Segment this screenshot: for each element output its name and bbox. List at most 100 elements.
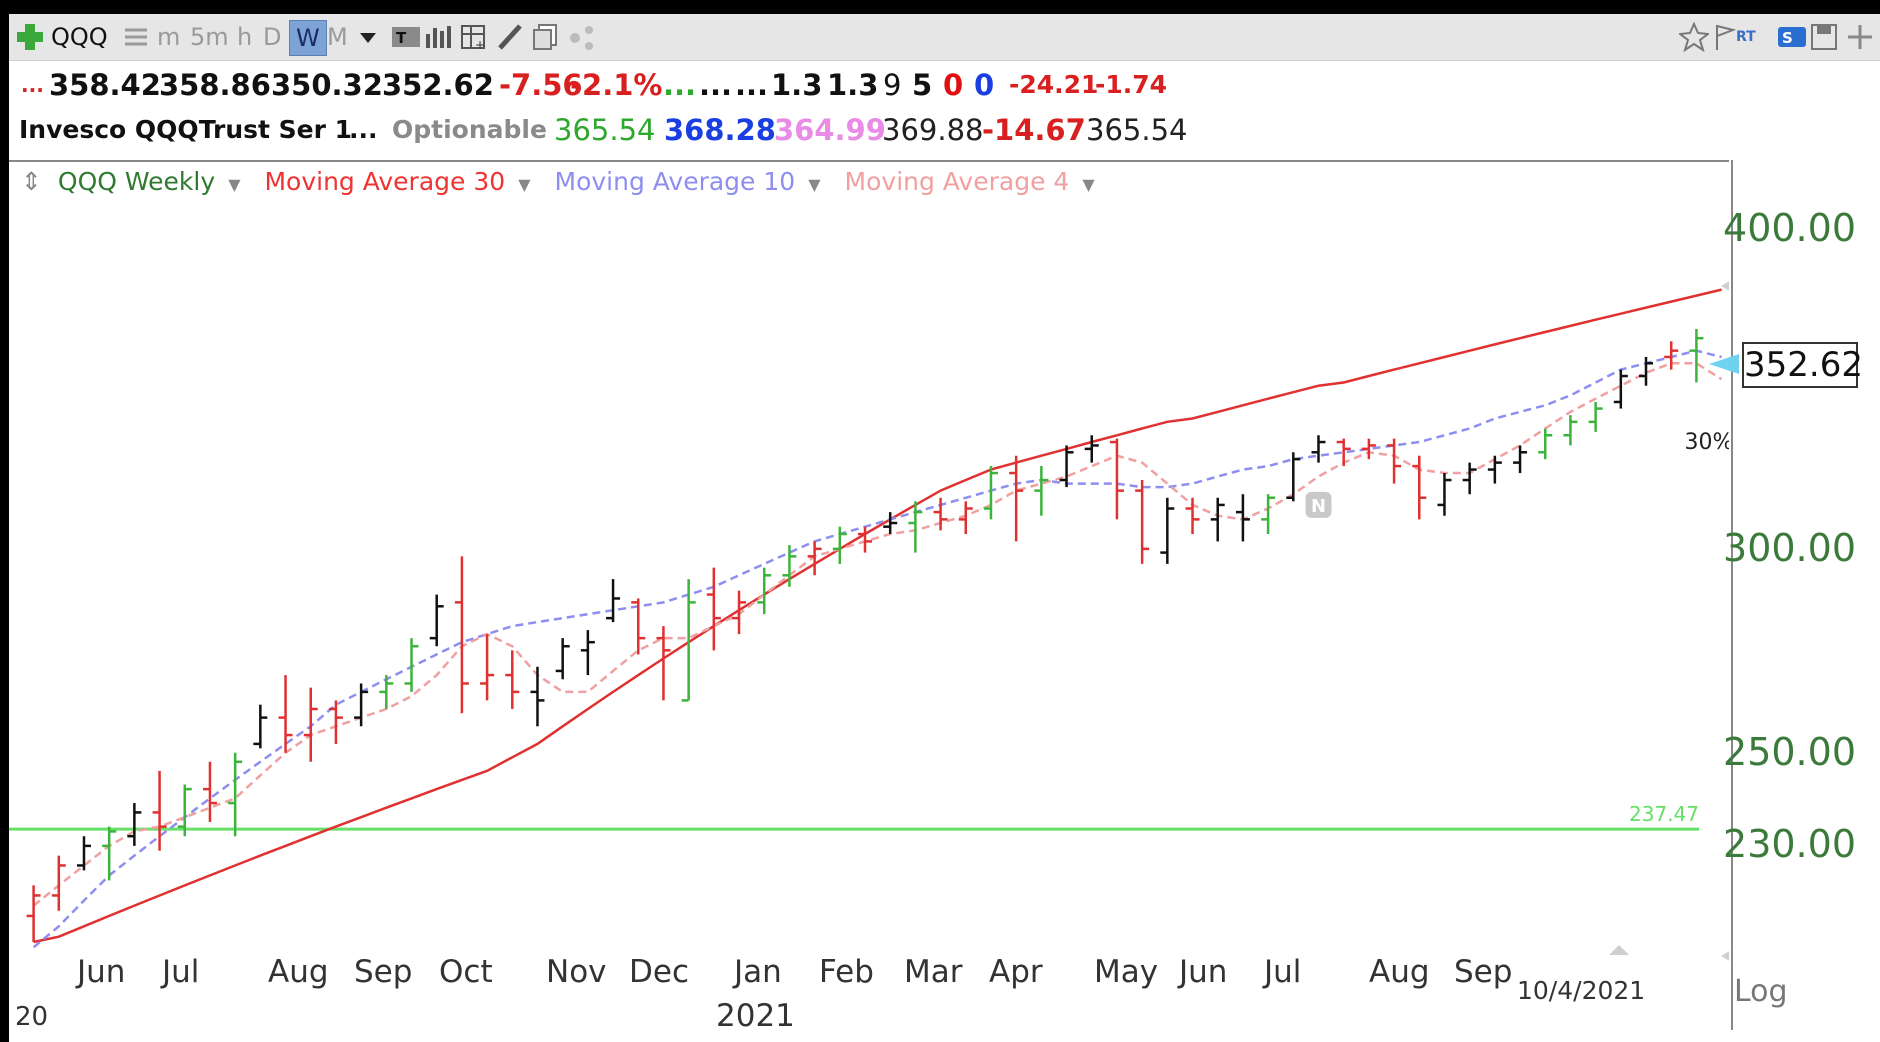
scroll-up-marker — [1721, 280, 1731, 292]
add-symbol-icon[interactable] — [15, 22, 45, 52]
pencil-icon[interactable] — [495, 22, 525, 52]
log-scale-label[interactable]: Log — [1734, 974, 1788, 1009]
x-tick-label: Nov — [546, 954, 607, 990]
svg-text:S: S — [1782, 29, 1793, 47]
price-axis[interactable] — [1731, 160, 1880, 1030]
quote-value: 365.54 — [1086, 113, 1188, 147]
ohlc-bar — [1336, 438, 1351, 467]
ohlc-bar — [480, 634, 495, 701]
interval-day-button[interactable]: D — [263, 23, 282, 51]
ohlc-bar — [177, 784, 192, 837]
realtime-label[interactable]: RT — [1736, 29, 1756, 45]
ohlc-bar — [202, 761, 217, 822]
ohlc-bar — [354, 683, 369, 727]
ohlc-bar — [1235, 494, 1250, 542]
year-label-2020: 20 — [15, 1002, 49, 1032]
x-tick-label: Aug — [268, 954, 329, 990]
legend-symbol[interactable]: ⇕ QQQ Weekly ▼ — [21, 167, 241, 196]
ohlc-bar — [606, 579, 621, 623]
svg-text:+: + — [475, 38, 485, 52]
text-tool-icon[interactable]: T — [391, 22, 421, 52]
ohlc-bar — [832, 526, 847, 564]
legend-ma10[interactable]: Moving Average 10 ▼ — [554, 167, 821, 196]
quote-value: 0 — [943, 68, 964, 102]
x-tick-label: Jan — [734, 954, 782, 990]
horizontal-level-label: 237.47 — [1629, 802, 1699, 826]
x-tick-label: Sep — [354, 954, 413, 990]
ohlc-bar — [1387, 438, 1402, 484]
chevron-down-icon[interactable] — [353, 22, 383, 52]
ohlc-bar — [429, 594, 444, 647]
ohlc-bar — [1034, 466, 1049, 516]
ohlc-bar — [580, 630, 595, 676]
table-icon[interactable]: + — [459, 22, 489, 52]
ohlc-bar — [883, 512, 898, 535]
ma10-line — [32, 349, 1722, 949]
interval-hour-button[interactable]: h — [237, 23, 253, 51]
quote-value: 364.99 — [774, 113, 886, 147]
ohlc-bar — [228, 752, 243, 837]
copy-icon[interactable] — [531, 22, 561, 52]
flag-icon[interactable] — [1711, 22, 1741, 52]
interval-minute-button[interactable]: m — [157, 23, 181, 51]
interval-week-button[interactable]: W — [289, 20, 327, 56]
symbol-field[interactable]: QQQ — [51, 23, 108, 51]
security-name: Invesco QQQTrust Ser 1 — [19, 115, 353, 144]
ohlc-bar — [1361, 438, 1376, 460]
quote-value: 368.28 — [664, 113, 776, 147]
x-tick-label: Dec — [629, 954, 689, 990]
x-tick-label: Jul — [162, 954, 200, 990]
save-icon[interactable] — [1809, 22, 1839, 52]
ohlc-bar — [278, 675, 293, 753]
quote-value: 5 — [912, 68, 933, 102]
ohlc-bar — [807, 541, 822, 576]
quote-ellipsis: ... — [21, 73, 44, 97]
interval-5min-button[interactable]: 5m — [190, 23, 229, 51]
ohlc-bar — [1689, 328, 1704, 383]
legend-ma30[interactable]: Moving Average 30 ▼ — [264, 167, 531, 196]
x-tick-label: Jul — [1264, 954, 1302, 990]
share-icon[interactable] — [567, 22, 597, 52]
x-tick-label: Mar — [904, 954, 963, 990]
ma30-line — [33, 288, 1722, 944]
ohlc-bar — [933, 497, 948, 531]
event-marker-label: N — [1311, 496, 1326, 517]
ohlc-bar — [858, 526, 872, 553]
ohlc-bar — [1059, 445, 1074, 488]
quote-value: 365.54 — [554, 113, 656, 147]
ohlc-bar — [631, 598, 646, 655]
streaming-icon[interactable]: S — [1777, 22, 1807, 52]
ohlc-bar — [1286, 452, 1301, 502]
x-tick-label: Oct — [439, 954, 493, 990]
x-tick-label: Jun — [77, 954, 126, 990]
price-chart[interactable]: 237.47 N 30% — [9, 160, 1733, 1032]
ohlc-bar — [681, 579, 696, 702]
ohlc-bar — [555, 638, 570, 680]
ohlc-bar — [908, 501, 923, 553]
ohlc-bar — [1513, 445, 1528, 474]
ohlc-bar — [26, 885, 41, 942]
quote-value: 0 — [974, 68, 995, 102]
move-icon[interactable] — [1845, 22, 1875, 52]
ohlc-bar — [1613, 369, 1628, 409]
ohlc-bar — [1639, 356, 1654, 386]
x-tick-label: Apr — [989, 954, 1043, 990]
ohlc-bar — [303, 687, 318, 762]
quote-ellipsis: ... — [735, 68, 769, 102]
x-tick-label: Jun — [1179, 954, 1228, 990]
list-icon[interactable] — [121, 22, 151, 52]
optionable-label: Optionable — [392, 115, 547, 144]
ohlc-bar — [1311, 435, 1326, 463]
bar-chart-style-icon[interactable] — [423, 22, 453, 52]
quote-ellipsis: ... — [699, 68, 733, 102]
svg-text:T: T — [396, 29, 407, 47]
interval-month-button[interactable]: M — [327, 23, 348, 51]
legend-ma4[interactable]: Moving Average 4 ▼ — [844, 167, 1095, 196]
ohlc-bar — [505, 650, 520, 709]
percent-annotation: 30% — [1685, 430, 1729, 455]
star-icon[interactable] — [1677, 21, 1711, 53]
date-label: 10/4/2021 — [1517, 976, 1646, 1005]
ohlc-bar — [983, 466, 998, 520]
ohlc-bar — [379, 675, 394, 709]
ohlc-bar — [1009, 455, 1024, 542]
